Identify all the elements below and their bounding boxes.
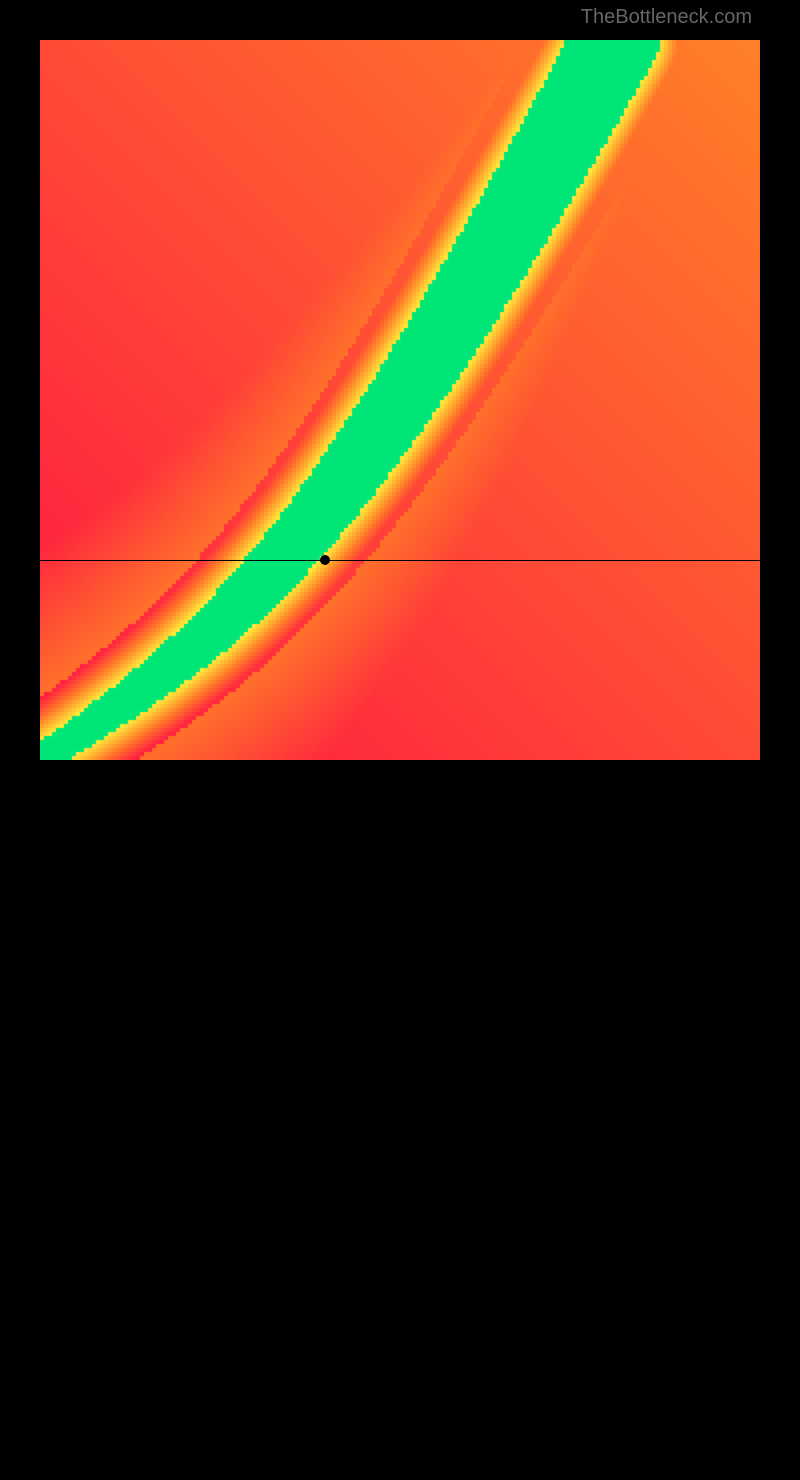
crosshair-horizontal: [40, 560, 760, 561]
crosshair-vertical: [325, 760, 326, 1480]
selection-marker: [320, 555, 330, 565]
bottleneck-heatmap: [40, 40, 760, 760]
heatmap-canvas: [40, 40, 760, 760]
watermark-text: TheBottleneck.com: [581, 6, 752, 29]
